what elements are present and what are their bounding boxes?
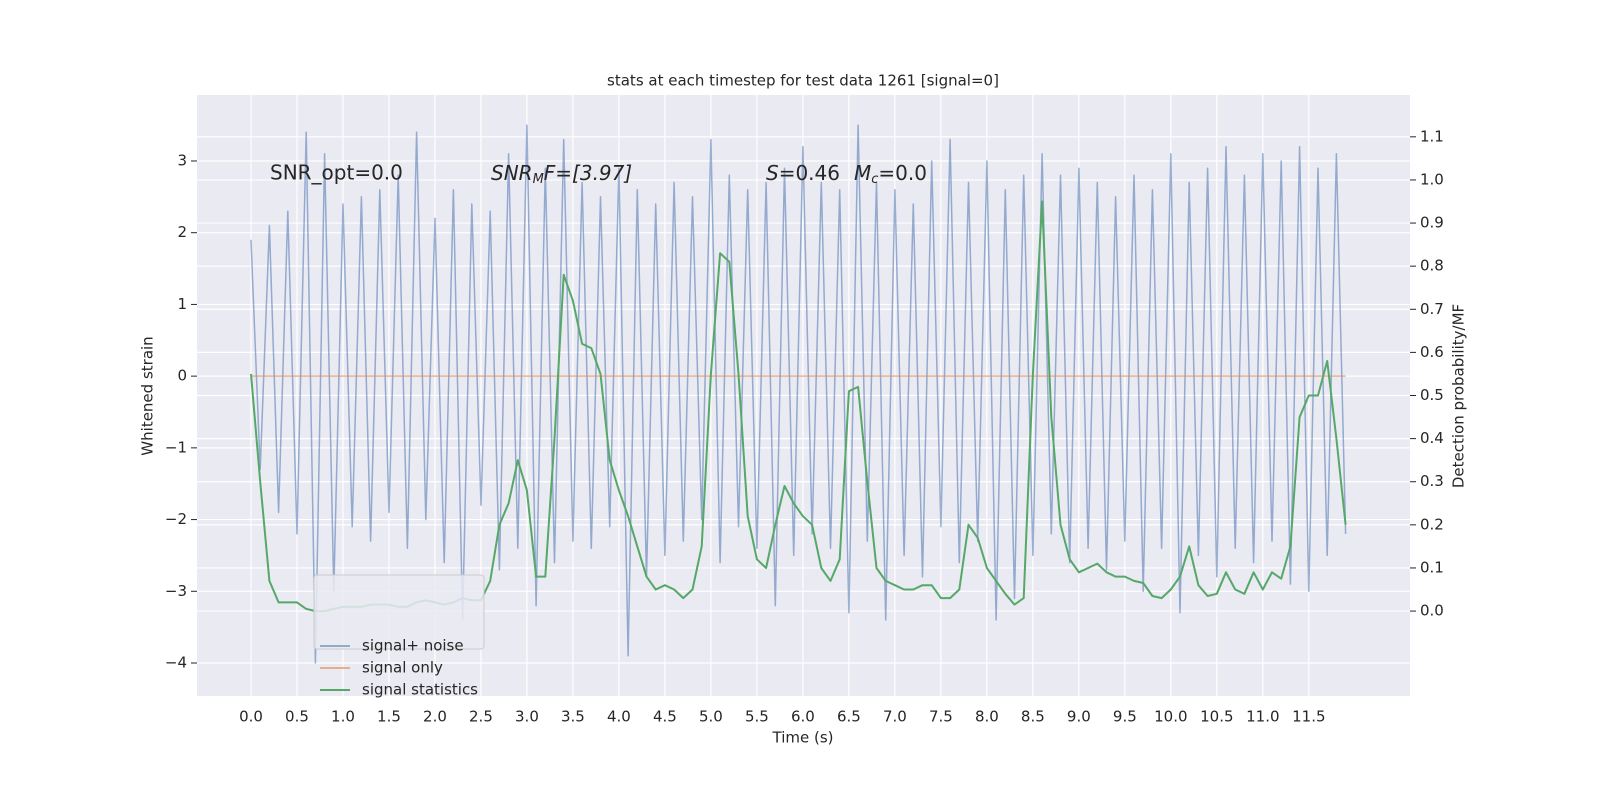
- series-line: [250, 124, 1347, 664]
- x-tick-label: 8.5: [1021, 708, 1045, 726]
- x-tick-label: 10.0: [1154, 708, 1187, 726]
- y-tick-label: −4: [165, 654, 187, 672]
- annotation: S=0.46 Mc=0.0: [766, 161, 927, 187]
- x-tick-label: 7.0: [883, 708, 907, 726]
- x-tick-label: 11.5: [1292, 708, 1325, 726]
- x-tick-label: 9.5: [1113, 708, 1137, 726]
- chart-title: stats at each timestep for test data 126…: [607, 72, 999, 90]
- x-tick-label: 1.0: [331, 708, 355, 726]
- x-tick-label: 2.5: [469, 708, 493, 726]
- x-tick-label: 3.0: [515, 708, 539, 726]
- x-axis-label: Time (s): [772, 729, 834, 747]
- x-tick-label: 2.0: [423, 708, 447, 726]
- y2-tick-label: 0.2: [1420, 515, 1444, 533]
- x-tick-label: 0.5: [285, 708, 309, 726]
- x-tick-label: 6.0: [791, 708, 815, 726]
- y2-tick-label: 0.9: [1420, 214, 1444, 232]
- y2-tick-label: 0.8: [1420, 257, 1444, 275]
- annotation: SNR_opt=0.0: [270, 161, 403, 185]
- y-tick-label: 1: [177, 295, 187, 313]
- y-tick-label: −2: [165, 510, 187, 528]
- x-tick-label: 4.0: [607, 708, 631, 726]
- x-tick-label: 0.0: [239, 708, 263, 726]
- x-tick-label: 3.5: [561, 708, 585, 726]
- y-tick-label: 3: [177, 151, 187, 169]
- y2-tick-label: 0.4: [1420, 429, 1444, 447]
- y-tick-label: 2: [177, 223, 187, 241]
- y2-tick-label: 0.0: [1420, 602, 1444, 620]
- legend-box: [313, 574, 485, 650]
- x-tick-label: 4.5: [653, 708, 677, 726]
- legend-label: signal+ noise: [362, 637, 464, 655]
- y-tick-label: 0: [177, 367, 187, 385]
- legend-label: signal only: [362, 659, 443, 677]
- y2-tick-label: 1.0: [1420, 170, 1444, 188]
- legend: signal+ noise signal only signal statistic…: [313, 574, 485, 699]
- y2-tick-label: 0.1: [1420, 558, 1444, 576]
- y-tick-label: −3: [165, 582, 187, 600]
- y2-axis-label: Detection probability/MF: [1450, 304, 1468, 488]
- x-tick-label: 5.5: [745, 708, 769, 726]
- y-axis-label: Whitened strain: [139, 336, 157, 455]
- y2-tick-label: 0.5: [1420, 386, 1444, 404]
- y2-tick-label: 0.3: [1420, 472, 1444, 490]
- y2-tick-label: 0.6: [1420, 343, 1444, 361]
- x-tick-label: 8.0: [975, 708, 999, 726]
- y-tick-label: −1: [165, 438, 187, 456]
- x-tick-label: 11.0: [1246, 708, 1279, 726]
- annotation: SNRMF=[3.97]: [491, 161, 632, 187]
- x-tick-label: 5.0: [699, 708, 723, 726]
- x-tick-label: 7.5: [929, 708, 953, 726]
- x-tick-label: 6.5: [837, 708, 861, 726]
- y2-tick-label: 1.1: [1420, 127, 1444, 145]
- x-tick-label: 10.5: [1200, 708, 1233, 726]
- x-tick-label: 9.0: [1067, 708, 1091, 726]
- y2-tick-label: 0.7: [1420, 300, 1444, 318]
- legend-label: signal statistics: [362, 681, 478, 699]
- x-tick-label: 1.5: [377, 708, 401, 726]
